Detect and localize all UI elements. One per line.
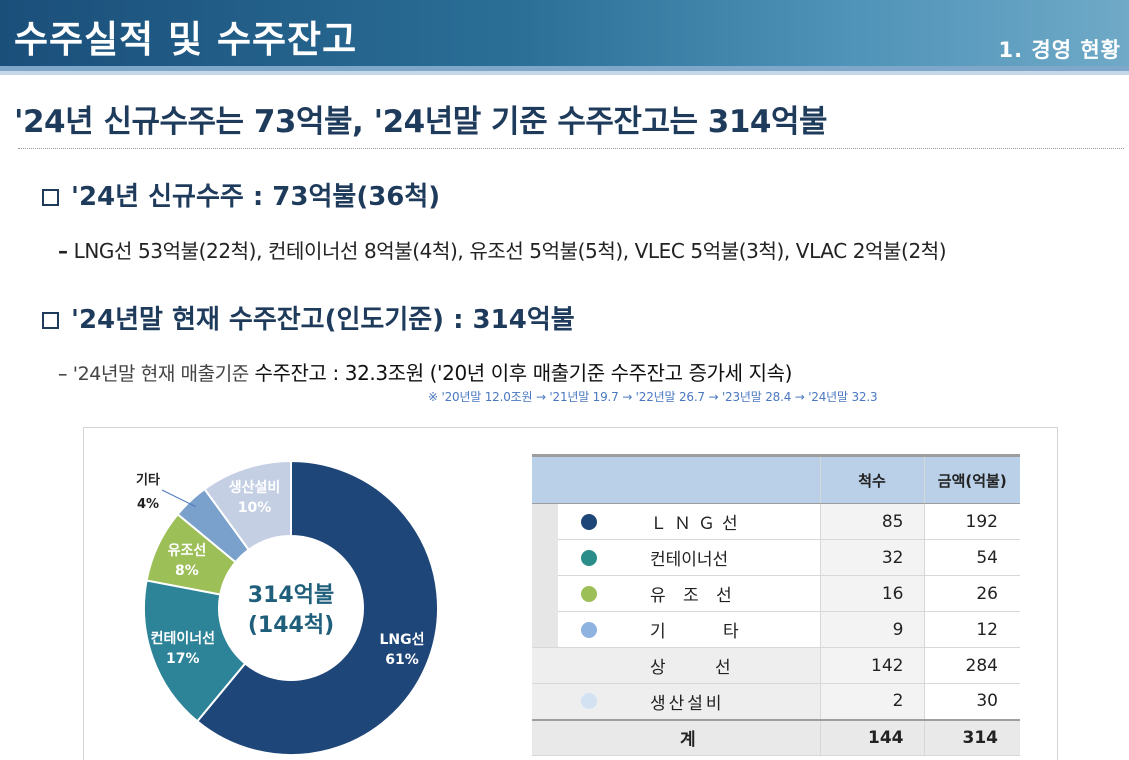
row-count: 16 bbox=[819, 575, 924, 612]
facility-count: 2 bbox=[819, 683, 924, 720]
subtotal-name: 상 선 bbox=[620, 647, 820, 684]
section-label: 1. 경영 현황 bbox=[998, 38, 1121, 62]
row-name: 기 타 bbox=[620, 611, 820, 648]
lng-slice bbox=[195, 459, 439, 756]
subtotal-amount: 284 bbox=[923, 647, 1020, 684]
row-name: 컨테이너선 bbox=[620, 539, 820, 576]
facility-slice-percent: 10% bbox=[238, 500, 272, 516]
container-slice bbox=[143, 579, 247, 723]
row-count: 85 bbox=[819, 503, 924, 540]
facility-row: 생산설비 2 30 bbox=[532, 683, 1020, 720]
other-slice-percent: 4% bbox=[137, 497, 159, 512]
donut-center-count: (144척) bbox=[248, 613, 334, 638]
section1-detail: – LNG선 53억불(22척), 컨테이너선 8억불(4척), 유조선 5억불(… bbox=[58, 235, 947, 264]
facility-legend-dot bbox=[581, 693, 597, 710]
header-divider bbox=[0, 66, 1129, 71]
total-count: 144 bbox=[819, 718, 924, 756]
subtotal-count: 142 bbox=[819, 647, 924, 684]
table-header-blank bbox=[532, 454, 820, 504]
tanker-slice-percent: 8% bbox=[175, 563, 199, 579]
header-divider-light bbox=[0, 71, 1129, 75]
square-bullet-icon bbox=[42, 189, 59, 206]
section2-heading: '24년말 현재 수주잔고(인도기준) : 314억불 bbox=[42, 299, 575, 336]
section2-detail-main: 수주잔고 : 32.3조원 ('20년 이후 매출기준 수주잔고 증가세 지속) bbox=[254, 361, 793, 385]
facility-amount: 30 bbox=[923, 683, 1020, 720]
donut-center-value: 314억불 bbox=[248, 583, 334, 608]
other-legend-dot bbox=[581, 621, 597, 638]
row-amount: 12 bbox=[923, 611, 1020, 648]
dash-bullet: – bbox=[58, 363, 73, 385]
facility-name: 생산설비 bbox=[620, 683, 820, 720]
row-name: 유 조 선 bbox=[620, 575, 820, 612]
section2-heading-text: '24년말 현재 수주잔고(인도기준) : 314억불 bbox=[71, 305, 575, 335]
lng-slice-percent: 61% bbox=[385, 652, 419, 668]
backlog-table: 척수 금액(억불) ＬＮＧ선 85 192 컨테이너선 32 54 유 조 선 … bbox=[532, 454, 1020, 756]
lng-legend-dot bbox=[581, 513, 597, 530]
table-row: 유 조 선 16 26 bbox=[532, 575, 1020, 612]
page-title: 수주실적 및 수주잔고 bbox=[14, 18, 358, 61]
row-amount: 192 bbox=[923, 503, 1020, 540]
table-row: ＬＮＧ선 85 192 bbox=[532, 503, 1020, 648]
section1-detail-text: LNG선 53억불(22척), 컨테이너선 8억불(4척), 유조선 5억불(5… bbox=[73, 239, 947, 263]
header-amount: 금액(억불) bbox=[923, 454, 1020, 504]
total-row: 계 144 314 bbox=[532, 718, 1020, 756]
header-banner: 수주실적 및 수주잔고 1. 경영 현황 bbox=[0, 0, 1129, 66]
lng-slice-label: LNG선 bbox=[380, 632, 425, 648]
table-row: 기 타 9 12 bbox=[532, 611, 1020, 648]
other-leader-line bbox=[161, 489, 197, 508]
dash-bullet: – bbox=[58, 239, 68, 263]
row-count: 9 bbox=[819, 611, 924, 648]
section1-heading-text: '24년 신규수주 : 73억불(36척) bbox=[71, 182, 441, 212]
dotted-divider bbox=[18, 148, 1124, 149]
row-name: ＬＮＧ선 bbox=[620, 503, 820, 540]
facility-slice-label: 생산설비 bbox=[229, 479, 281, 496]
section2-detail: – '24년말 현재 매출기준 수주잔고 : 32.3조원 ('20년 이후 매… bbox=[58, 357, 792, 386]
table-row: 컨테이너선 32 54 bbox=[532, 539, 1020, 576]
header-count: 척수 bbox=[819, 454, 924, 504]
headline: '24년 신규수주는 73억불, '24년말 기준 수주잔고는 314억불 bbox=[14, 104, 828, 140]
container-legend-dot bbox=[581, 549, 597, 566]
chart-panel: LNG선 61% 컨테이너선 17% 유조선 8% 기타 4% 생산설비 10% 314억불 (144… bbox=[83, 427, 1058, 760]
section1-heading: '24년 신규수주 : 73억불(36척) bbox=[42, 176, 440, 213]
row-count: 32 bbox=[819, 539, 924, 576]
table-header-row: 척수 금액(억불) bbox=[532, 454, 1020, 504]
footnote: ※ '20년말 12.0조원 → '21년말 19.7 → '22년말 26.7… bbox=[428, 390, 878, 404]
donut-chart: LNG선 61% 컨테이너선 17% 유조선 8% 기타 4% 생산설비 10% 314억불 (144… bbox=[136, 459, 439, 756]
row-group-stripe bbox=[532, 503, 558, 648]
square-bullet-icon bbox=[42, 312, 59, 329]
container-slice-percent: 17% bbox=[166, 651, 200, 667]
tanker-legend-dot bbox=[581, 585, 597, 602]
row-amount: 54 bbox=[923, 539, 1020, 576]
row-amount: 26 bbox=[923, 575, 1020, 612]
tanker-slice-label: 유조선 bbox=[168, 543, 207, 559]
facility-slice bbox=[203, 459, 292, 552]
other-slice-label: 기타 bbox=[136, 472, 160, 488]
total-name: 계 bbox=[620, 718, 820, 756]
subtotal-row: 상 선 142 284 bbox=[532, 647, 1020, 684]
container-slice-label: 컨테이너선 bbox=[151, 630, 215, 647]
total-amount: 314 bbox=[923, 718, 1020, 756]
section2-detail-prefix: '24년말 현재 매출기준 bbox=[72, 363, 250, 385]
